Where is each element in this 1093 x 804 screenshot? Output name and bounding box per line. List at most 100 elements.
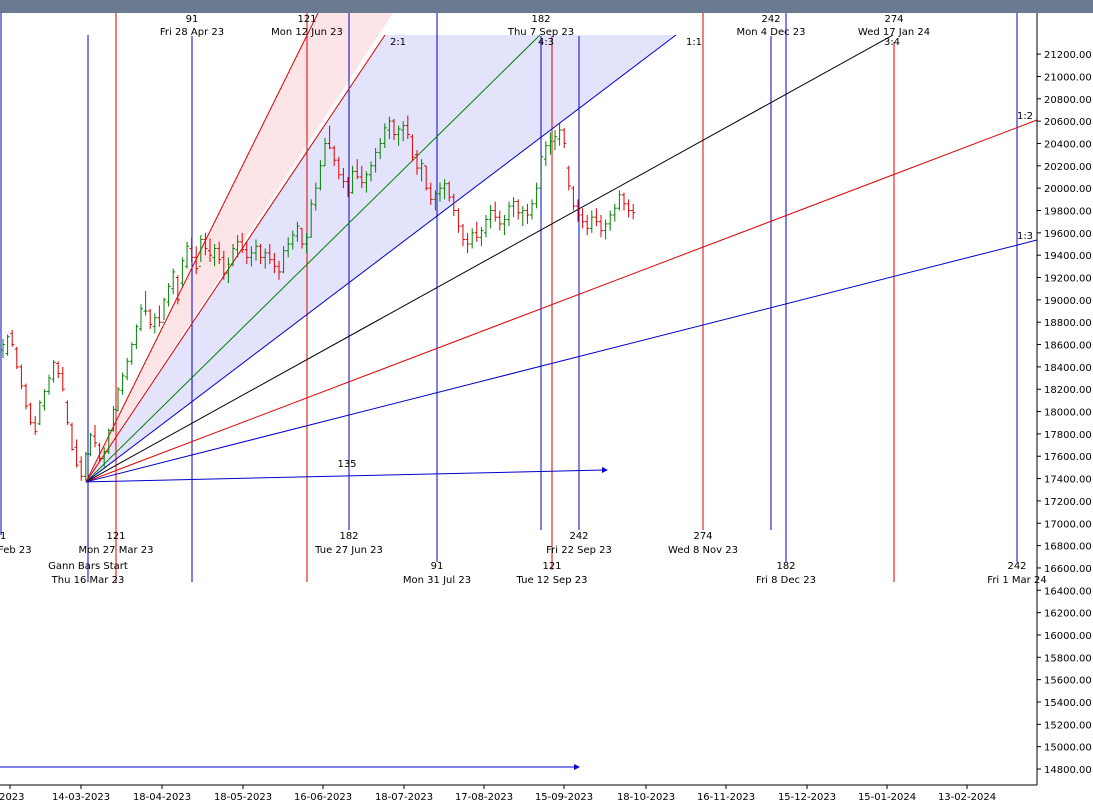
cycle-date-label: Mon 4 Dec 23 bbox=[736, 27, 805, 38]
cycle-count-label: 182 bbox=[776, 561, 795, 572]
price-bar bbox=[396, 125, 401, 146]
cycle-count-label: 242 bbox=[569, 531, 588, 542]
price-bar bbox=[47, 374, 51, 395]
price-bar bbox=[543, 141, 548, 166]
fan-line bbox=[85, 34, 677, 483]
price-bar bbox=[249, 246, 254, 267]
y-tick-label: 15400.00 bbox=[1044, 698, 1092, 709]
price-bar bbox=[277, 260, 281, 280]
gann-start-date: Thu 16 Mar 23 bbox=[51, 575, 125, 586]
price-bar bbox=[240, 232, 245, 253]
fan-line bbox=[85, 119, 1038, 483]
cycle-lines bbox=[0, 13, 1018, 582]
red-band bbox=[86, 13, 393, 482]
price-bar bbox=[373, 147, 378, 173]
cycle-date-label: Wed 17 Jan 24 bbox=[858, 27, 930, 38]
price-bar bbox=[548, 132, 553, 155]
cycle-count-label: 91 bbox=[186, 14, 199, 25]
price-bar bbox=[608, 210, 613, 231]
y-tick-label: 18200.00 bbox=[1044, 385, 1092, 396]
x-tick-label: 18-04-2023 bbox=[133, 792, 191, 803]
price-bar bbox=[171, 268, 176, 295]
y-tick-label: 16800.00 bbox=[1044, 542, 1092, 553]
price-bar bbox=[79, 456, 84, 481]
y-tick-label: 18800.00 bbox=[1044, 318, 1092, 329]
price-bar bbox=[281, 246, 286, 274]
y-tick-label: 16400.00 bbox=[1044, 586, 1092, 597]
price-bar bbox=[530, 199, 534, 220]
price-bar bbox=[300, 227, 304, 249]
price-bar bbox=[106, 428, 111, 455]
price-bar bbox=[520, 206, 525, 227]
y-tick-label: 19400.00 bbox=[1044, 251, 1092, 262]
x-tick-label: 15-09-2023 bbox=[535, 792, 593, 803]
price-bar bbox=[102, 447, 107, 468]
price-bar bbox=[10, 330, 15, 347]
fan-line bbox=[85, 34, 541, 483]
x-tick-label: 16-06-2023 bbox=[294, 792, 352, 803]
price-bar bbox=[56, 361, 61, 379]
price-bar bbox=[88, 432, 93, 457]
cycle-date-label: Mon 31 Jul 23 bbox=[403, 575, 471, 586]
price-bar bbox=[323, 137, 327, 167]
price-bar bbox=[470, 228, 475, 249]
y-tick-label: 20800.00 bbox=[1044, 95, 1092, 106]
price-bar bbox=[341, 168, 346, 189]
price-bar bbox=[267, 244, 272, 265]
fan-ratio-label: 4:3 bbox=[538, 37, 554, 48]
price-bar bbox=[1, 338, 5, 358]
fan-ratio-label: 1:1 bbox=[686, 37, 702, 48]
price-bar bbox=[74, 439, 79, 468]
fan-ratio-label: 3:4 bbox=[884, 37, 900, 48]
cycle-date-label: Fri 22 Sep 23 bbox=[546, 545, 612, 556]
bottom-arrowhead bbox=[574, 764, 580, 770]
chart-header-bar bbox=[0, 0, 1093, 13]
price-bar bbox=[488, 204, 493, 229]
price-bar bbox=[566, 165, 571, 191]
price-bar bbox=[304, 232, 309, 253]
y-tick-label: 18600.00 bbox=[1044, 341, 1092, 352]
price-bar bbox=[28, 402, 33, 425]
price-bar bbox=[318, 160, 323, 191]
price-bar bbox=[111, 405, 116, 432]
cycle-date-label: Fri 1 Mar 24 bbox=[987, 575, 1046, 586]
y-tick-label: 18000.00 bbox=[1044, 408, 1092, 419]
price-bar bbox=[208, 238, 212, 262]
price-bar bbox=[364, 171, 369, 193]
price-bar bbox=[599, 214, 603, 238]
fan-line bbox=[85, 34, 894, 483]
y-tick-label: 15000.00 bbox=[1044, 743, 1092, 754]
cycle-count-label: 242 bbox=[761, 14, 780, 25]
fan-ratio-label: 1:2 bbox=[1017, 111, 1033, 122]
price-bar bbox=[617, 190, 622, 211]
y-tick-label: 17200.00 bbox=[1044, 497, 1092, 508]
price-bar bbox=[580, 208, 585, 229]
price-bar bbox=[539, 154, 544, 189]
price-bar bbox=[313, 182, 318, 211]
y-tick-label: 20600.00 bbox=[1044, 117, 1092, 128]
y-tick-label: 20200.00 bbox=[1044, 162, 1092, 173]
price-bar bbox=[419, 159, 424, 182]
price-bar bbox=[465, 232, 470, 253]
price-bar bbox=[295, 221, 300, 242]
y-tick-label: 20000.00 bbox=[1044, 184, 1092, 195]
price-bar bbox=[576, 199, 580, 222]
gann-fan-bands bbox=[86, 13, 676, 482]
cycle-date-label: Thu 7 Sep 23 bbox=[507, 27, 574, 38]
price-bar bbox=[332, 145, 337, 166]
price-bar bbox=[405, 115, 410, 140]
price-bar bbox=[410, 134, 415, 162]
gann-start-label: Gann Bars Start bbox=[48, 561, 128, 572]
price-bar bbox=[152, 313, 157, 334]
cycle-date-label: Mon 12 Jun 23 bbox=[271, 27, 343, 38]
price-bar bbox=[217, 241, 222, 265]
y-tick-label: 17600.00 bbox=[1044, 452, 1092, 463]
y-tick-label: 21200.00 bbox=[1044, 50, 1092, 61]
price-bar bbox=[631, 203, 636, 220]
cycle-count-label: 274 bbox=[693, 531, 712, 542]
y-tick-label: 15200.00 bbox=[1044, 720, 1092, 731]
cycle-count-label: 182 bbox=[339, 531, 358, 542]
y-tick-label: 19000.00 bbox=[1044, 296, 1092, 307]
price-bar bbox=[474, 221, 479, 242]
